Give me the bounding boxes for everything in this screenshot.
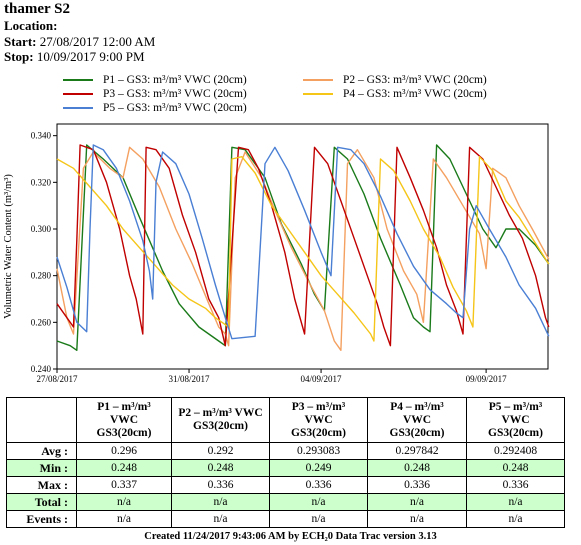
- legend-label-p5: P5 – GS3: m³/m³ VWC (20cm): [103, 102, 247, 114]
- x-tick-label: 09/09/2017: [466, 374, 508, 384]
- legend-swatch-p5: [63, 107, 93, 109]
- table-row-min: Min : 0.248 0.248 0.249 0.248 0.248: [6, 459, 565, 477]
- table-cell: 0.249: [269, 459, 368, 477]
- report-footer: Created 11/24/2017 9:43:06 AM by ECH₂0 D…: [144, 531, 437, 542]
- legend-swatch-p4: [303, 93, 333, 95]
- legend-label-p3: P3 – GS3: m³/m³ VWC (20cm): [103, 88, 247, 100]
- table-cell: 0.292408: [466, 442, 565, 460]
- column-header-p4: P4 – m³/m³ VWC GS3(20cm): [367, 397, 467, 443]
- legend-item-p2: P2 – GS3: m³/m³ VWC (20cm): [303, 74, 487, 86]
- legend-swatch-p1: [63, 79, 93, 81]
- table-cell: 0.336: [466, 476, 565, 494]
- row-label-min: Min :: [6, 459, 77, 477]
- table-cell: 0.336: [269, 476, 368, 494]
- table-cell: n/a: [269, 510, 368, 528]
- legend-swatch-p2: [303, 79, 333, 81]
- legend-item-p4: P4 – GS3: m³/m³ VWC (20cm): [303, 88, 487, 100]
- page-title: thamer S2: [4, 1, 70, 17]
- table-cell: n/a: [76, 493, 172, 511]
- series-line-p5: [56, 144, 550, 340]
- y-tick-label: 0.300: [31, 224, 52, 234]
- stop-line: Stop: 10/09/2017 9:00 PM: [4, 49, 155, 65]
- table-cell: 0.248: [76, 459, 172, 477]
- table-row-avg: Avg : 0.296 0.292 0.293083 0.297842 0.29…: [6, 442, 565, 460]
- legend-item-p1: P1 – GS3: m³/m³ VWC (20cm): [63, 74, 247, 86]
- table-cell: 0.293083: [269, 442, 368, 460]
- table-cell: 0.336: [367, 476, 467, 494]
- table-cell: 0.248: [171, 459, 270, 477]
- plot-area-frame: [56, 123, 549, 370]
- column-header-p1: P1 – m³/m³ VWC GS3(20cm): [76, 397, 172, 443]
- statistics-table: P1 – m³/m³ VWC GS3(20cm) P2 – m³/m³ VWC GS3…: [6, 397, 565, 528]
- series-line-p4: [56, 156, 550, 342]
- table-header-row: P1 – m³/m³ VWC GS3(20cm) P2 – m³/m³ VWC GS3…: [6, 397, 565, 443]
- table-cell: n/a: [367, 510, 467, 528]
- x-tick-label: 31/08/2017: [169, 374, 211, 384]
- vwc-line-chart: 0.240 0.260 0.280 0.300 0.320 0.340 27/08/2017…: [3, 123, 550, 384]
- y-axis-label: Volumetric Water Content (m³/m³): [3, 174, 14, 319]
- row-label-total: Total :: [6, 493, 77, 511]
- row-label-events: Events :: [6, 510, 77, 528]
- table-cell: n/a: [171, 493, 270, 511]
- y-tick-label: 0.280: [31, 271, 52, 281]
- table-cell: n/a: [171, 510, 270, 528]
- start-line: Start: 27/08/2017 12:00 AM: [4, 34, 155, 50]
- location-label: Location:: [4, 18, 58, 33]
- table-cell: n/a: [367, 493, 467, 511]
- table-corner-cell: [6, 397, 77, 443]
- legend-item-p5: P5 – GS3: m³/m³ VWC (20cm): [63, 102, 247, 114]
- column-header-p2: P2 – m³/m³ VWC GS3(20cm): [171, 397, 270, 443]
- legend-label-p1: P1 – GS3: m³/m³ VWC (20cm): [103, 74, 247, 86]
- table-row-total: Total : n/a n/a n/a n/a n/a: [6, 493, 565, 511]
- chart-legend: P1 – GS3: m³/m³ VWC (20cm) P2 – GS3: m³/…: [0, 72, 581, 118]
- x-tick-label: 27/08/2017: [36, 374, 78, 384]
- stop-value: 10/09/2017 9:00 PM: [36, 49, 145, 64]
- table-cell: n/a: [466, 493, 565, 511]
- start-label: Start:: [4, 33, 37, 49]
- row-label-avg: Avg :: [6, 442, 77, 460]
- series-line-p3: [56, 144, 550, 347]
- legend-label-p2: P2 – GS3: m³/m³ VWC (20cm): [343, 74, 487, 86]
- row-label-max: Max :: [6, 476, 77, 494]
- table-row-events: Events : n/a n/a n/a n/a n/a: [6, 510, 565, 528]
- table-cell: 0.248: [466, 459, 565, 477]
- legend-item-p3: P3 – GS3: m³/m³ VWC (20cm): [63, 88, 247, 100]
- report-header: thamer S2 Location: Start: 27/08/2017 12…: [4, 0, 155, 65]
- table-cell: 0.292: [171, 442, 270, 460]
- start-value: 27/08/2017 12:00 AM: [39, 33, 156, 49]
- table-cell: 0.297842: [367, 442, 467, 460]
- column-header-p3: P3 – m³/m³ VWC GS3(20cm): [269, 397, 368, 443]
- x-tick-label: 04/09/2017: [301, 374, 343, 384]
- y-tick-label: 0.240: [31, 364, 52, 374]
- table-cell: 0.296: [76, 442, 172, 460]
- table-cell: 0.248: [367, 459, 467, 477]
- table-row-max: Max : 0.337 0.336 0.336 0.336 0.336: [6, 476, 565, 494]
- y-tick-label: 0.260: [31, 317, 52, 327]
- table-cell: n/a: [76, 510, 172, 528]
- series-line-p2: [56, 146, 550, 351]
- table-cell: n/a: [269, 493, 368, 511]
- legend-label-p4: P4 – GS3: m³/m³ VWC (20cm): [343, 88, 487, 100]
- table-cell: 0.337: [76, 476, 172, 494]
- table-cell: n/a: [466, 510, 565, 528]
- table-cell: 0.336: [171, 476, 270, 494]
- column-header-p5: P5 – m³/m³ VWC GS3(20cm): [466, 397, 565, 443]
- y-tick-label: 0.340: [31, 131, 52, 141]
- legend-swatch-p3: [63, 93, 93, 95]
- location-line: Location:: [4, 18, 155, 34]
- stop-label: Stop:: [4, 49, 34, 64]
- y-tick-label: 0.320: [31, 177, 52, 187]
